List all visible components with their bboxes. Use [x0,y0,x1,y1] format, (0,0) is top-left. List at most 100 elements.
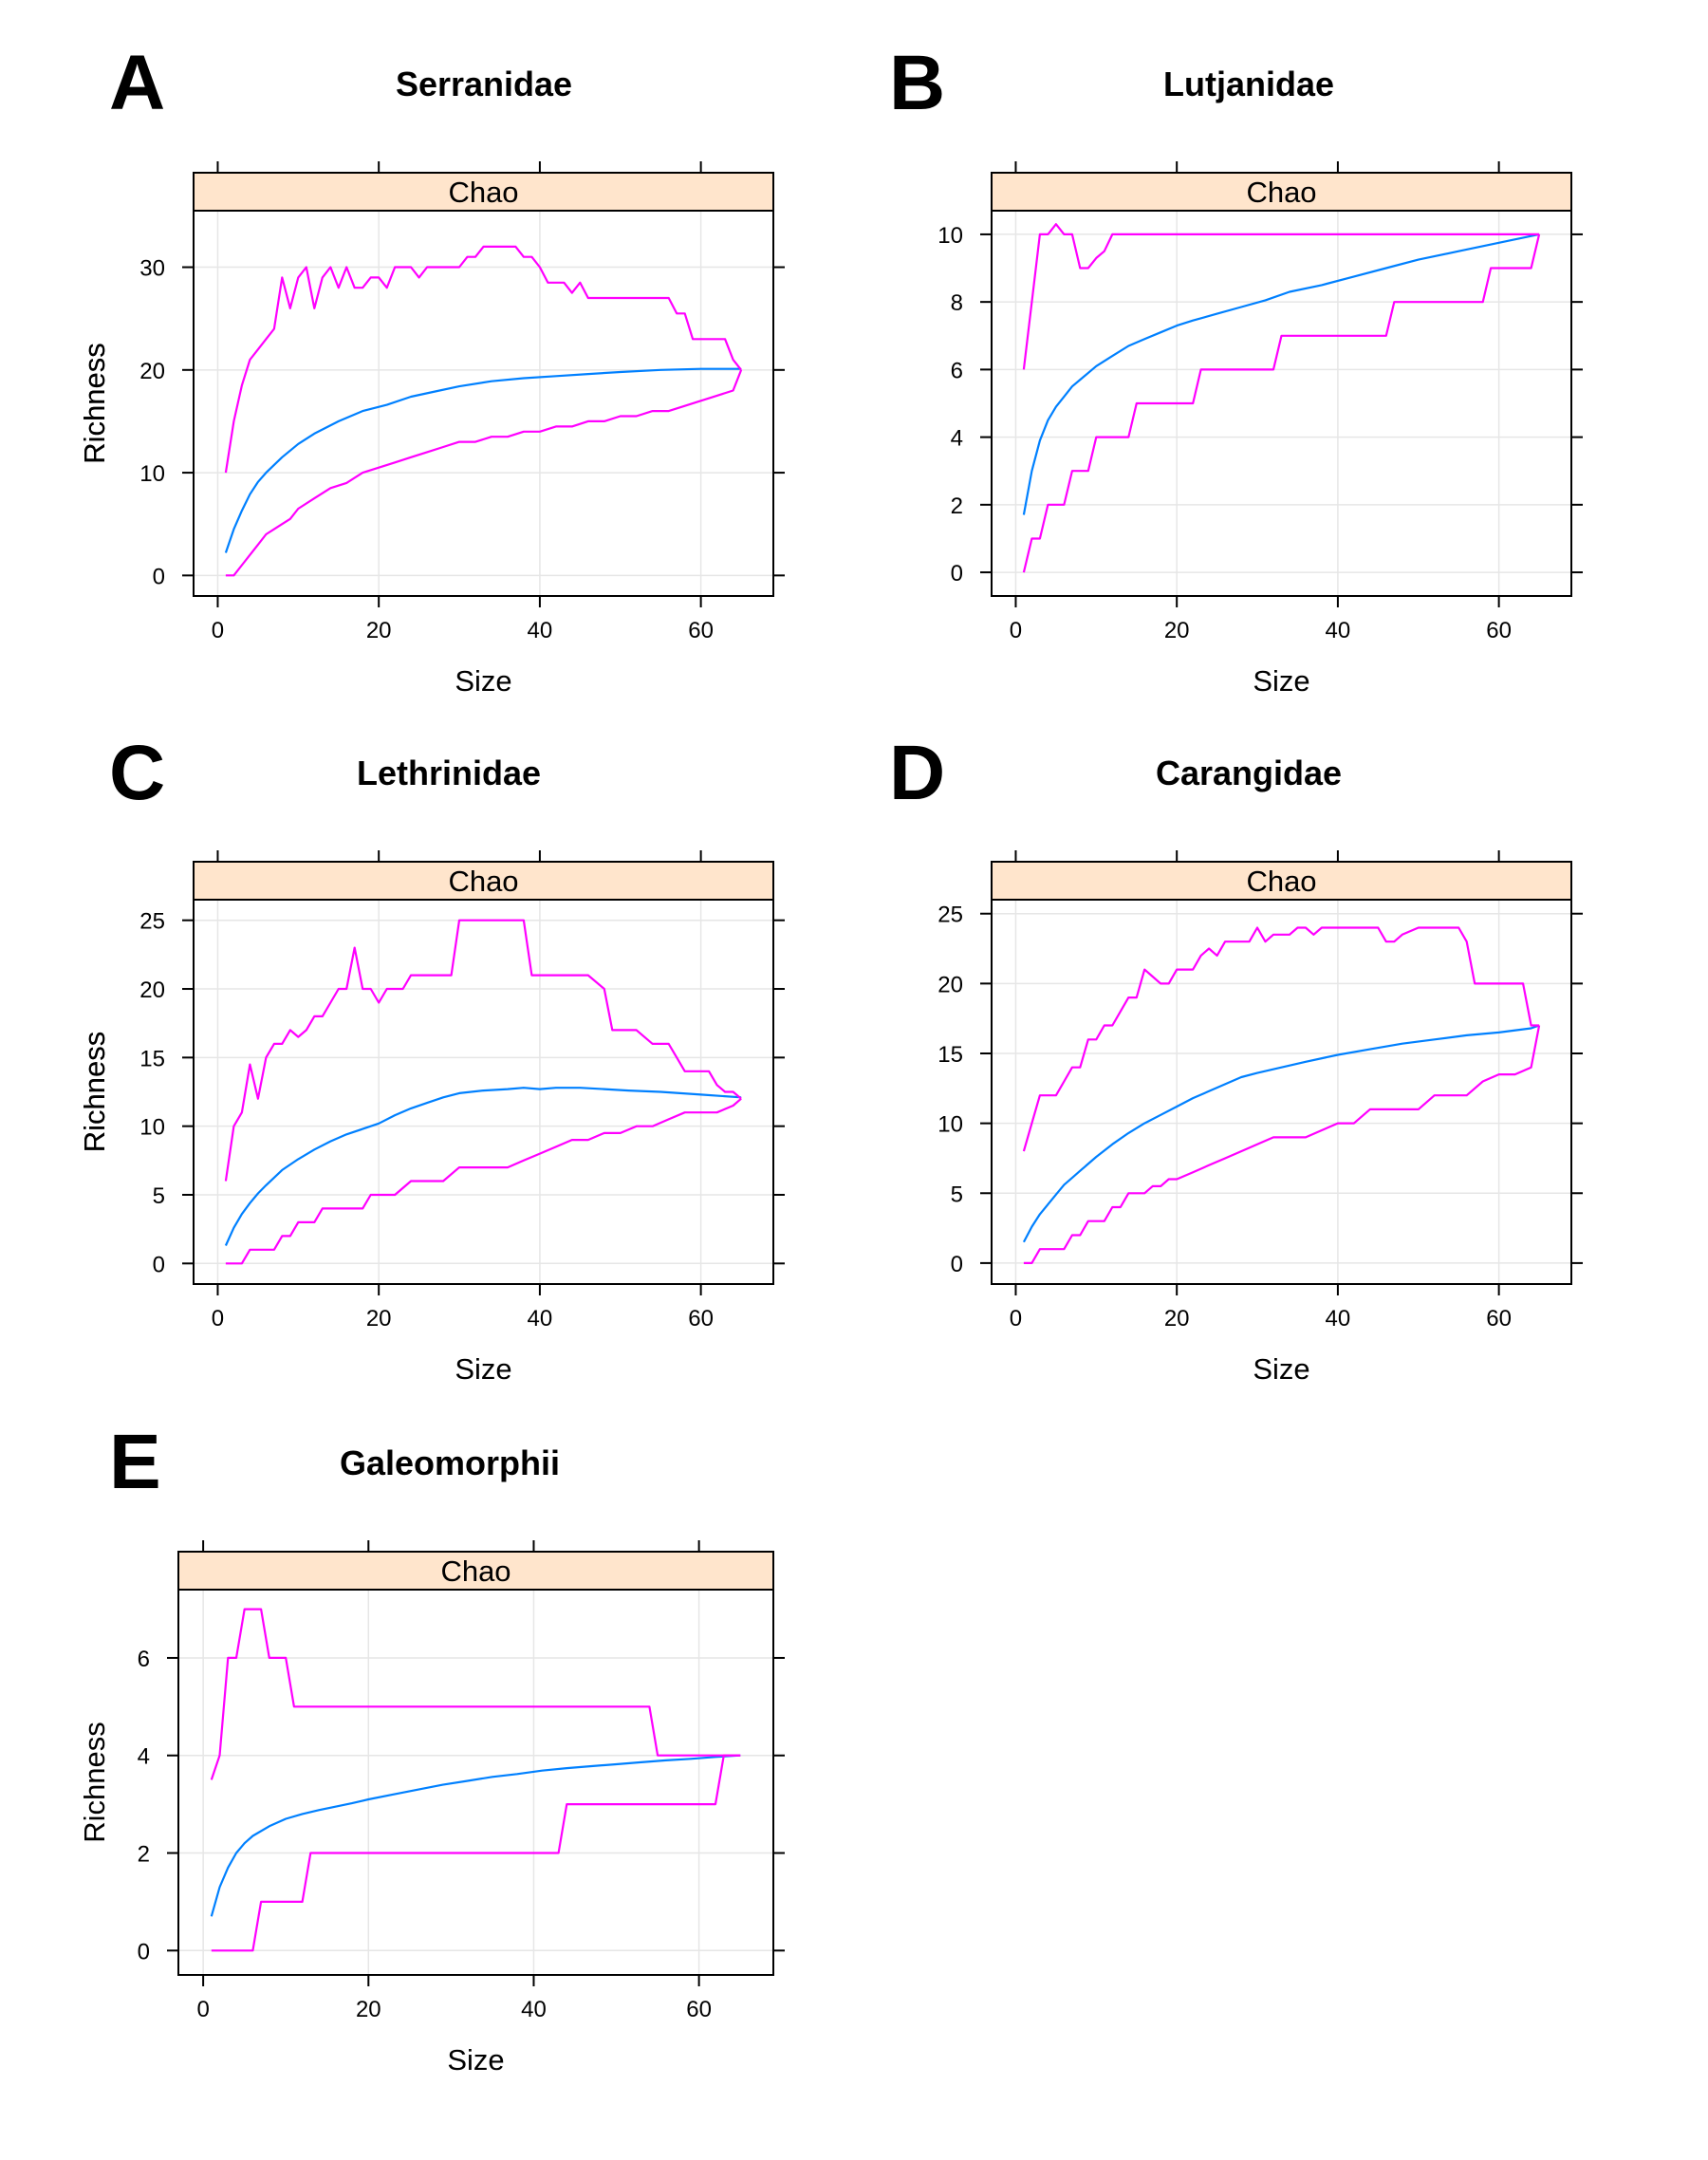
y-tick-label: 20 [938,972,963,997]
y-tick-label: 25 [938,903,963,928]
y-tick-label: 6 [138,1647,150,1672]
plot-frame [991,899,1572,1285]
plot-frame [991,210,1572,597]
series-estimate [224,1087,742,1246]
series-upper [1022,926,1540,1152]
y-tick-label: 20 [139,978,165,1003]
y-axis-label: Richness [78,343,111,464]
x-tick-label: 40 [1326,1306,1351,1331]
panel-title: Serranidae [396,65,572,103]
plot-frame [193,210,774,597]
strip-label: Chao [448,865,518,898]
y-tick-label: 15 [938,1042,963,1068]
y-axis-label: Richness [78,1032,111,1153]
x-tick-label: 60 [1486,1306,1512,1331]
strip-background [991,172,1572,212]
series-upper [1022,223,1540,370]
panel-title: Lethrinidae [357,754,541,792]
series-upper [224,245,742,474]
y-tick-label: 15 [139,1046,165,1071]
plot-frame [177,1589,774,1976]
x-tick-label: 0 [212,618,224,643]
panel-letter: D [889,730,945,816]
y-tick-label: 5 [951,1182,963,1207]
strip-background [193,172,774,212]
series-estimate [224,367,742,553]
y-tick-label: 10 [139,461,165,487]
series-lower [225,1097,742,1265]
panel-A: A Serranidae Chao 0 20 40 60 0 10 20 30 Size Richnes… [78,40,785,698]
y-tick-label: 2 [138,1842,150,1868]
y-axis-label: Richness [78,1722,111,1843]
series-upper [210,1608,741,1780]
panel-letter: C [109,730,165,816]
x-tick-label: 20 [356,1997,381,2022]
panel-title: Galeomorphii [340,1443,560,1482]
y-tick-label: 10 [139,1115,165,1141]
x-tick-label: 40 [528,618,553,643]
strip-label: Chao [440,1555,511,1588]
x-tick-label: 0 [212,1306,224,1331]
y-axis-label: Richness [78,343,111,464]
y-tick-label: 0 [951,561,963,587]
y-tick-label: 0 [153,1252,165,1277]
series-estimate [210,1754,741,1917]
x-tick-label: 60 [686,1997,712,2022]
panel-title: Carangidae [1156,754,1342,792]
series-lower [211,1754,741,1952]
x-tick-label: 60 [1486,618,1512,643]
y-tick-label: 30 [139,256,165,282]
strip-background [193,861,774,901]
strip-background [991,861,1572,901]
y-axis-label: Richness [78,1032,111,1153]
y-tick-label: 4 [951,426,963,452]
panel-B: B Lutjanidae Chao 0 20 40 60 0 2 4 6 8 10 Size Richnes… [78,40,1583,698]
y-tick-label: 0 [138,1939,150,1964]
panel-D: D Carangidae Chao 0 20 40 60 0 5 10 15 20 25 Size Rich… [78,730,1583,1386]
y-tick-label: 20 [139,359,165,384]
strip-background [177,1551,774,1591]
panel-letter: E [109,1419,161,1505]
panel-E: E Galeomorphii Chao 0 20 40 60 0 2 4 6 Size Richness [78,1419,785,2076]
panel-C: C Lethrinidae Chao 0 20 40 60 0 5 10 15 20 25 Size Ric… [78,730,785,1386]
x-tick-label: 20 [366,1306,392,1331]
x-tick-label: 60 [688,1306,714,1331]
y-tick-label: 10 [938,1112,963,1138]
x-axis-label: Size [1253,1352,1309,1386]
x-axis-label: Size [455,1352,511,1386]
series-lower [225,369,743,577]
panel-letter: B [889,40,945,126]
x-tick-label: 40 [521,1997,547,2022]
panel-title: Lutjanidae [1163,65,1334,103]
x-tick-label: 20 [1164,1306,1190,1331]
x-tick-label: 20 [366,618,392,643]
series-estimate [1022,1024,1540,1243]
x-tick-label: 0 [1010,618,1022,643]
y-tick-label: 0 [951,1252,963,1277]
x-axis-label: Size [1253,664,1309,698]
x-axis-label: Size [455,664,511,698]
panel-letter: A [109,40,165,126]
x-tick-label: 20 [1164,618,1190,643]
y-tick-label: 6 [951,358,963,383]
y-tick-label: 4 [138,1744,150,1770]
series-lower [1023,1025,1541,1265]
y-tick-label: 5 [153,1183,165,1209]
x-tick-label: 40 [528,1306,553,1331]
strip-label: Chao [1246,865,1316,898]
y-tick-label: 8 [951,290,963,316]
series-upper [224,919,742,1182]
x-tick-label: 0 [1010,1306,1022,1331]
x-tick-label: 40 [1326,618,1351,643]
y-tick-label: 0 [153,564,165,589]
x-tick-label: 60 [688,618,714,643]
series-estimate [1022,233,1540,515]
series-lower [1022,233,1541,573]
strip-label: Chao [1246,176,1316,209]
x-tick-label: 0 [196,1997,209,2022]
y-tick-label: 25 [139,909,165,935]
strip-label: Chao [448,176,518,209]
y-tick-label: 2 [951,493,963,519]
y-tick-label: 10 [938,223,963,249]
